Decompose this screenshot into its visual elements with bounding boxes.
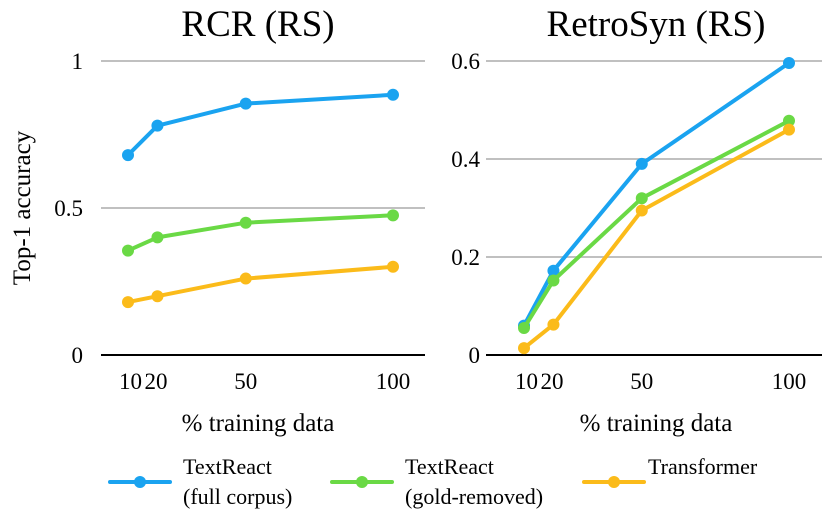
legend-swatch-marker: [356, 476, 368, 488]
legend-label-sub: (gold-removed): [405, 484, 543, 509]
right-data-point: [518, 322, 530, 335]
legend-label: TextReact: [405, 454, 494, 479]
left-y-tick-label: 1: [72, 49, 84, 74]
right-data-point: [518, 342, 530, 355]
left-data-point: [239, 216, 252, 229]
legend-swatch-marker: [134, 476, 146, 488]
left-data-point: [122, 296, 134, 309]
right-series-line: [522, 61, 791, 328]
left-data-point: [122, 244, 134, 257]
right-data-point: [547, 264, 560, 277]
right-y-tick-label: 0.6: [451, 49, 480, 74]
left-series-line: [126, 264, 395, 305]
right-x-tick-label: 10: [515, 369, 538, 394]
right-x-tick-label: 50: [630, 369, 653, 394]
left-y-tick-label: 0.5: [54, 196, 83, 221]
right-x-axis-label: % training data: [580, 410, 733, 437]
right-data-point: [635, 157, 648, 170]
right-series-line: [522, 127, 791, 351]
left-data-point: [122, 149, 134, 162]
left-x-tick-label: 50: [234, 369, 257, 394]
right-y-tick-label: 0.4: [451, 147, 480, 172]
left-chart-title: RCR (RS): [181, 4, 334, 45]
left-data-point: [151, 290, 164, 303]
legend: TextReact (full corpus) TextReact (gold-rem…: [108, 454, 758, 509]
left-x-tick-label: 20: [144, 369, 167, 394]
left-series-line: [126, 213, 395, 253]
legend-label: TextReact: [183, 454, 272, 479]
left-data-point: [151, 231, 164, 244]
left-data-point: [387, 260, 399, 273]
right-data-point: [635, 192, 648, 205]
legend-label: Transformer: [648, 454, 758, 479]
left-data-point: [239, 272, 252, 285]
right-series-line: [522, 118, 791, 331]
legend-swatch-marker: [608, 476, 620, 488]
right-data-point: [783, 114, 795, 127]
y-axis-label: Top-1 accuracy: [9, 130, 36, 285]
legend-label-sub: (full corpus): [183, 484, 292, 509]
right-chart-title: RetroSyn (RS): [547, 4, 766, 45]
left-data-point: [151, 119, 164, 132]
left-y-tick-label: 0: [72, 343, 84, 368]
left-data-point: [387, 209, 399, 222]
left-x-axis-label: % training data: [182, 410, 335, 437]
right-data-point: [783, 56, 795, 69]
right-y-tick-label: 0.2: [451, 245, 480, 270]
left-data-point: [387, 88, 399, 101]
left-series-line: [126, 92, 395, 158]
right-data-point: [635, 204, 648, 217]
left-data-point: [239, 97, 252, 110]
right-x-tick-label: 20: [540, 369, 563, 394]
right-data-point: [547, 274, 560, 287]
right-data-point: [547, 318, 560, 331]
right-x-tick-label: 100: [772, 369, 807, 394]
left-x-tick-label: 10: [119, 369, 142, 394]
left-x-tick-label: 100: [376, 369, 411, 394]
right-y-tick-label: 0: [469, 343, 481, 368]
right-data-point: [783, 123, 795, 136]
